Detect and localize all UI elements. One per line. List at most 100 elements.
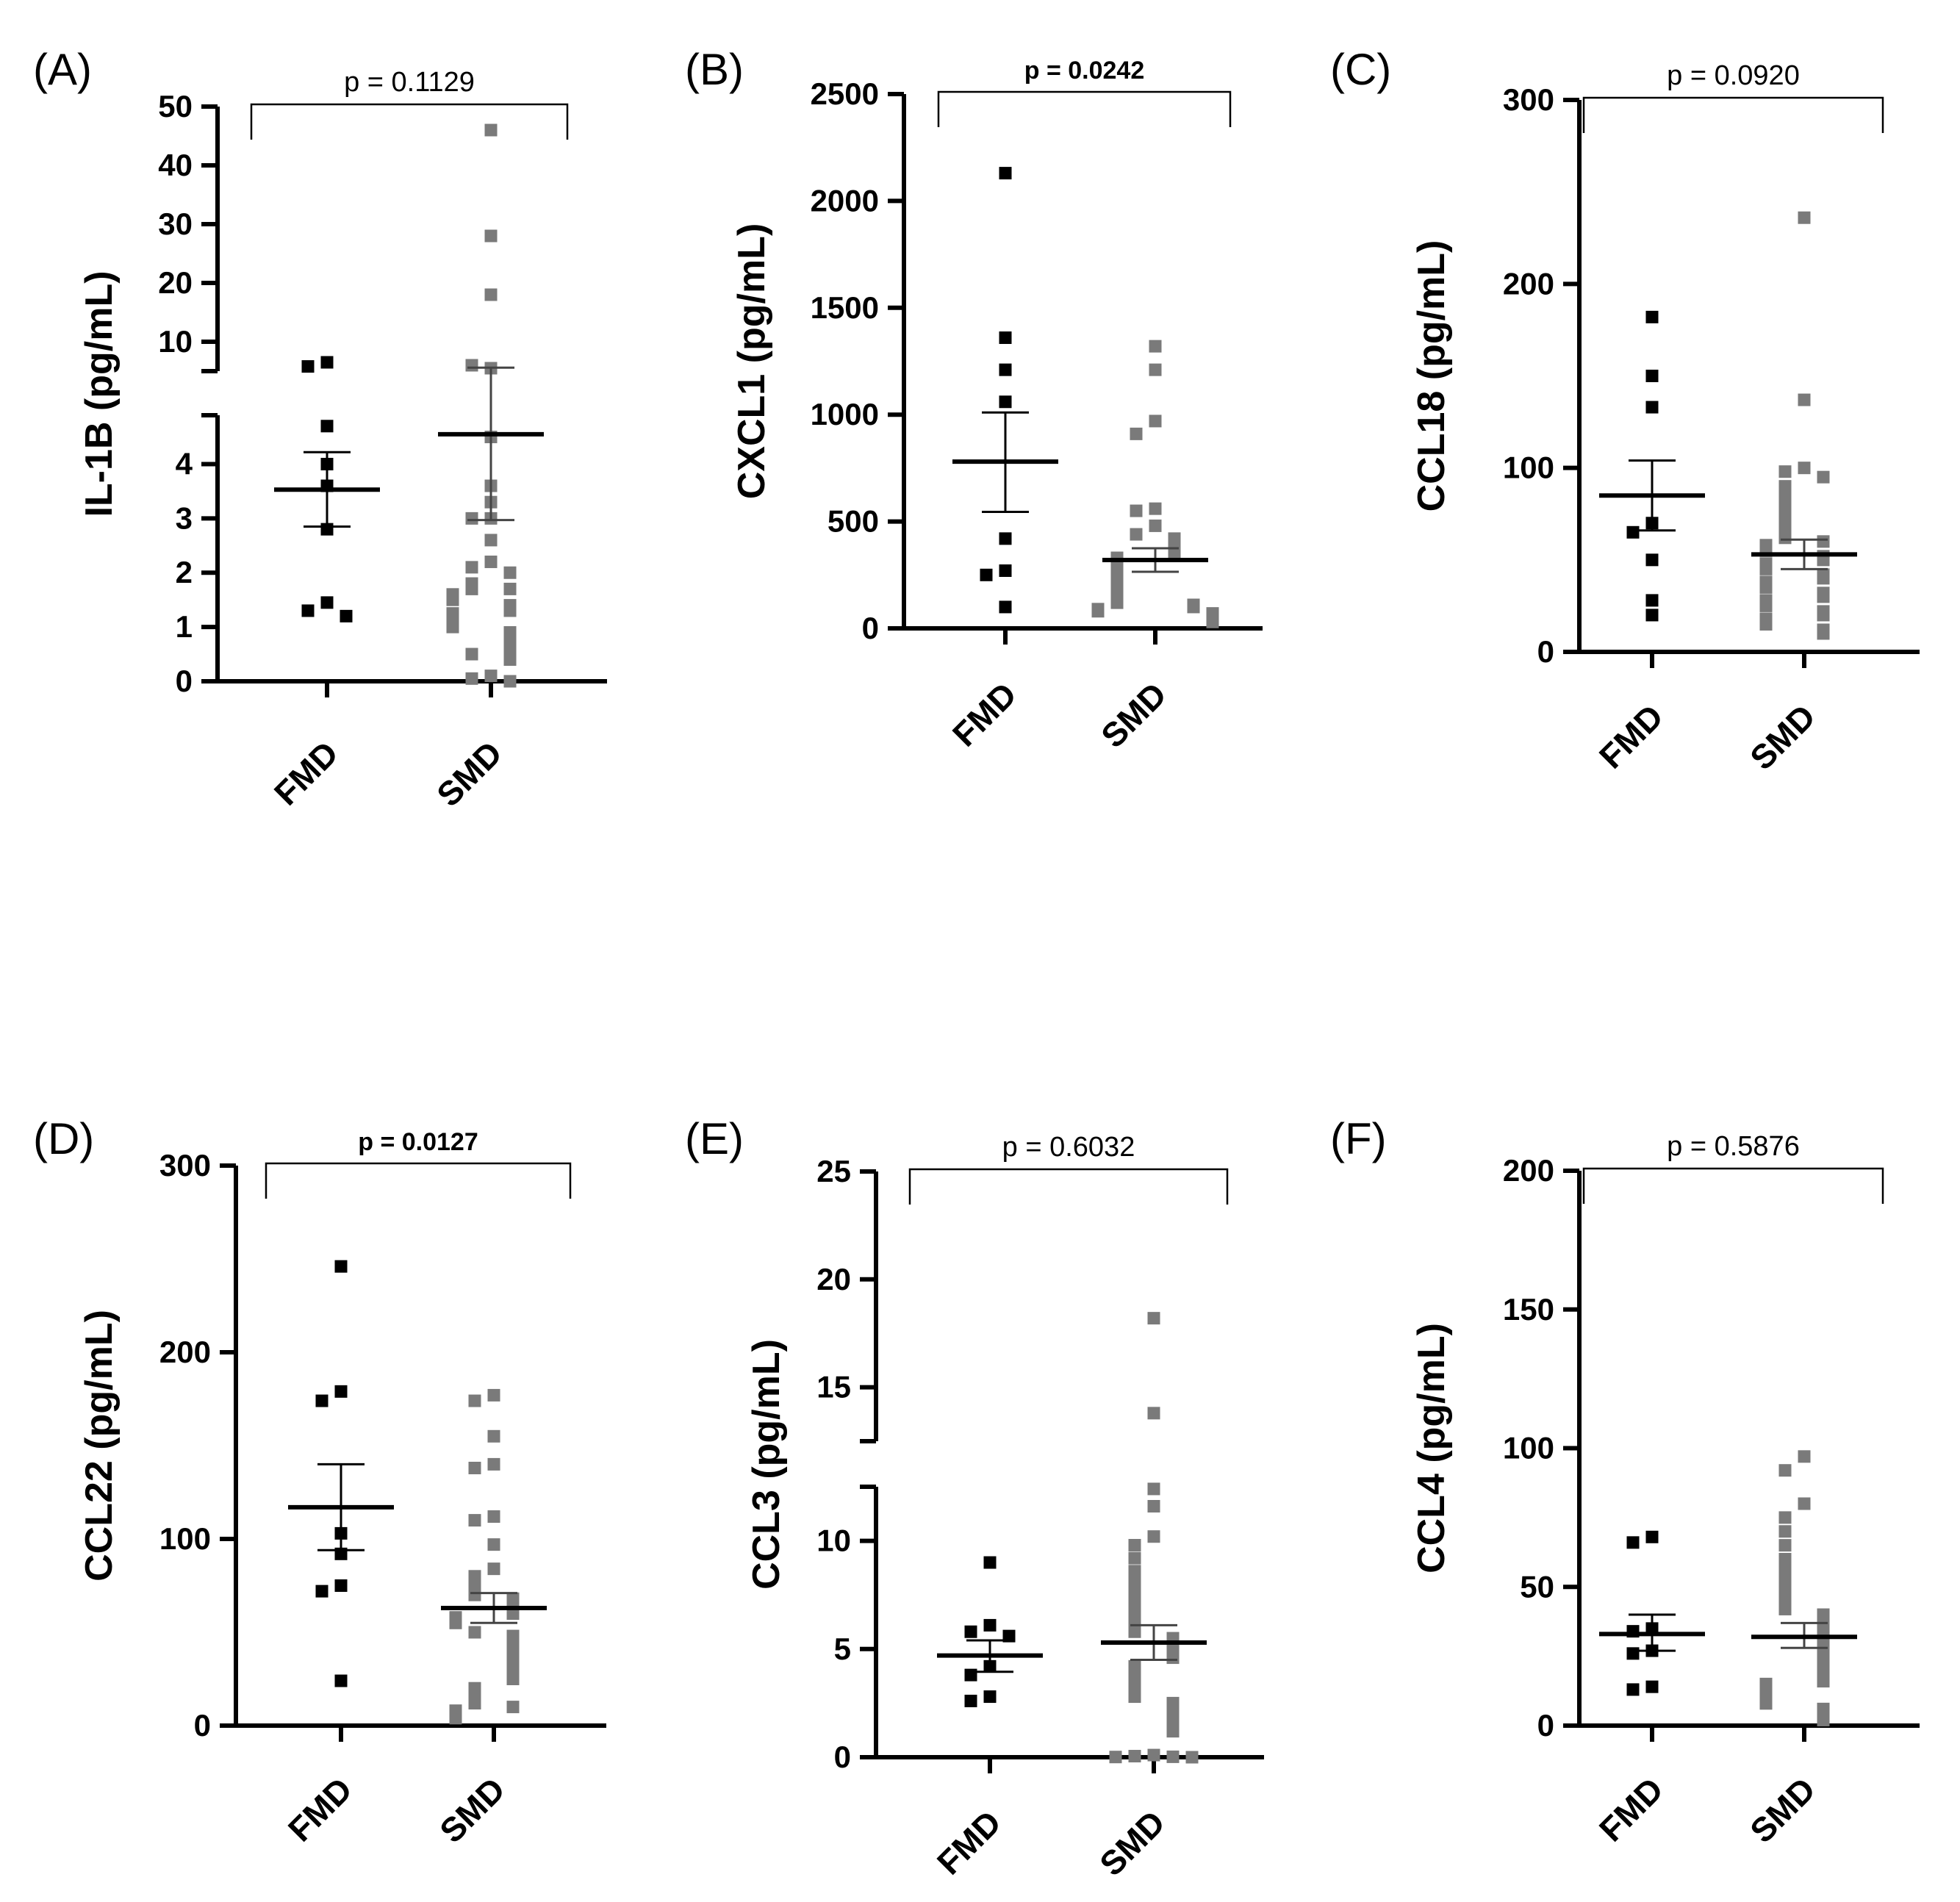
y-tick-label: 2 — [176, 555, 193, 589]
smd-point — [1798, 211, 1811, 224]
smd-point — [1778, 1602, 1792, 1615]
smd-point — [1128, 1690, 1141, 1704]
smd-point — [1168, 547, 1181, 560]
fmd-point — [999, 564, 1012, 577]
smd-point — [1147, 1530, 1160, 1543]
smd-point — [1778, 1525, 1792, 1538]
significance-bracket — [250, 103, 569, 140]
y-tick-label: 100 — [1503, 1431, 1554, 1465]
smd-point — [468, 1514, 481, 1527]
smd-point — [1147, 1482, 1160, 1496]
fmd-point — [1645, 553, 1659, 567]
x-category-label: FMD — [267, 733, 345, 812]
smd-point — [1759, 599, 1773, 612]
smd-point — [506, 1701, 520, 1714]
y-tick-label: 300 — [1503, 82, 1554, 117]
smd-point — [484, 288, 498, 301]
fmd-point — [999, 363, 1012, 376]
fmd-point — [980, 568, 993, 581]
significance-bracket — [1582, 96, 1884, 133]
y-tick-label: 500 — [828, 504, 879, 539]
smd-point — [1817, 627, 1830, 640]
fmd-point — [983, 1690, 997, 1704]
smd-point — [1778, 1464, 1792, 1477]
y-tick-label: 4 — [176, 446, 193, 481]
smd-point — [503, 653, 517, 666]
y-tick-label: 200 — [1503, 1153, 1554, 1188]
smd-point — [465, 512, 478, 525]
smd-point — [1817, 572, 1830, 585]
smd-point — [1128, 1750, 1141, 1763]
smd-point — [484, 229, 498, 243]
smd-point — [1149, 519, 1162, 532]
fmd-point — [1645, 401, 1659, 414]
smd-point — [1759, 1697, 1773, 1710]
fmd-point — [964, 1694, 977, 1707]
smd-point — [1185, 1751, 1199, 1764]
y-tick-label: 0 — [176, 664, 193, 698]
smd-point — [1147, 1499, 1160, 1512]
panel-label: (B) — [685, 45, 744, 94]
y-axis-label: IL-1B (pg/mL) — [78, 270, 121, 517]
fmd-point — [301, 360, 315, 373]
smd-point — [503, 604, 517, 617]
y-tick-label: 10 — [158, 324, 193, 359]
smd-point — [487, 1457, 500, 1471]
y-axis-label: CXCL1 (pg/mL) — [730, 223, 773, 500]
y-axis-label: CCL18 (pg/mL) — [1410, 240, 1453, 512]
smd-point — [1759, 581, 1773, 594]
smd-point — [1798, 393, 1811, 406]
fmd-point — [320, 596, 334, 609]
smd-point — [1149, 363, 1162, 376]
smd-point — [1206, 615, 1219, 628]
smd-point — [1110, 596, 1124, 609]
smd-point — [487, 1562, 500, 1576]
fmd-point — [340, 609, 353, 622]
smd-point — [1798, 1497, 1811, 1510]
y-tick-label: 0 — [1537, 1708, 1554, 1743]
smd-point — [449, 1616, 462, 1629]
panel-label: (E) — [685, 1114, 744, 1163]
x-category-label: SMD — [432, 1770, 512, 1850]
x-category-label: SMD — [1742, 1770, 1823, 1850]
x-category-label: FMD — [1592, 1770, 1670, 1848]
fmd-point — [999, 331, 1012, 345]
smd-point — [468, 1626, 481, 1639]
smd-point — [1759, 562, 1773, 575]
fmd-point — [964, 1668, 977, 1682]
smd-point — [1778, 531, 1792, 545]
fmd-point — [999, 600, 1012, 614]
fmd-point — [1645, 1530, 1659, 1543]
smd-point — [1817, 1713, 1830, 1726]
fmd-point — [983, 1618, 997, 1632]
fmd-point — [964, 1625, 977, 1638]
smd-point — [1128, 1608, 1141, 1621]
panel-label: (A) — [33, 45, 92, 94]
p-value-label: p = 0.6032 — [1002, 1132, 1135, 1163]
smd-point — [1130, 528, 1143, 541]
smd-point — [1798, 462, 1811, 475]
y-tick-label: 20 — [816, 1262, 851, 1296]
x-category-label: FMD — [281, 1770, 359, 1848]
smd-point — [1109, 1751, 1122, 1764]
y-tick-label: 200 — [1503, 266, 1554, 301]
x-category-label: FMD — [945, 675, 1024, 753]
fmd-point — [983, 1556, 997, 1569]
p-value-label: p = 0.0920 — [1667, 60, 1800, 91]
smd-point — [468, 1588, 481, 1601]
fmd-point — [1645, 594, 1659, 607]
fmd-point — [320, 356, 334, 369]
smd-point — [484, 534, 498, 547]
y-tick-label: 5 — [834, 1632, 851, 1666]
y-tick-label: 2000 — [811, 183, 879, 218]
fmd-point — [1626, 1647, 1640, 1660]
y-tick-label: 50 — [158, 89, 193, 123]
smd-point — [1817, 553, 1830, 567]
smd-point — [1187, 600, 1200, 614]
fmd-point — [334, 1260, 348, 1273]
p-value-label: p = 0.5876 — [1667, 1131, 1800, 1162]
smd-point — [1817, 470, 1830, 484]
smd-point — [503, 636, 517, 650]
y-tick-label: 1 — [176, 609, 193, 644]
fmd-point — [1645, 310, 1659, 323]
